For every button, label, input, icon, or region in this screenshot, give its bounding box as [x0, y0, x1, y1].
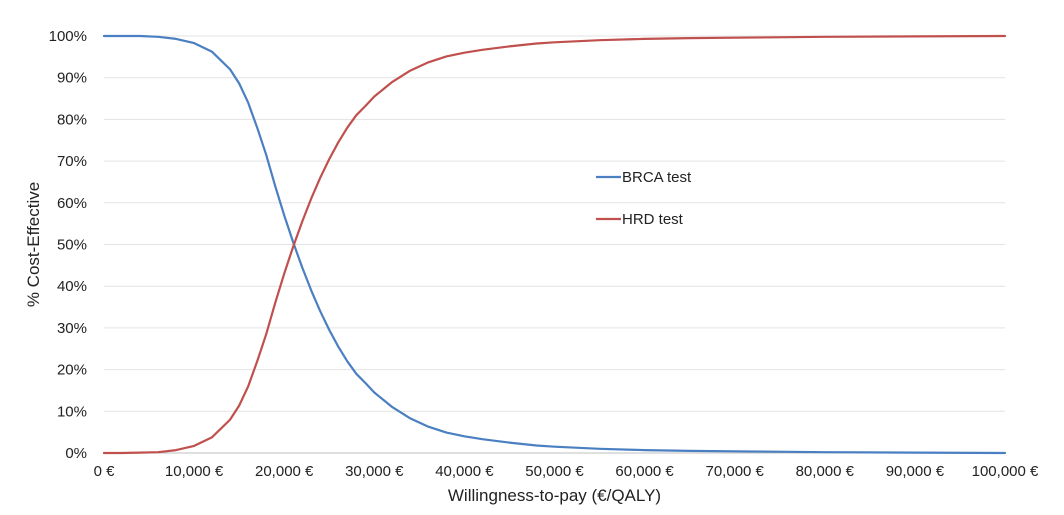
y-tick-label: 70% — [57, 153, 87, 170]
x-tick-label: 90,000 € — [886, 463, 945, 480]
y-tick-label: 50% — [57, 237, 87, 254]
y-tick-label: 0% — [65, 445, 87, 462]
x-tick-label: 50,000 € — [525, 463, 584, 480]
legend-label-hrd: HRD test — [622, 211, 684, 228]
y-axis-title: % Cost-Effective — [24, 182, 43, 307]
x-tick-label: 10,000 € — [165, 463, 224, 480]
series-line-brca — [102, 34, 1007, 455]
x-tick-label: 30,000 € — [345, 463, 404, 480]
series-lines — [102, 34, 1007, 455]
y-axis-tick-labels: 0% 10% 20% 30% 40% 50% 60% 70% 80% 90% 100% — [49, 28, 87, 462]
y-tick-label: 80% — [57, 111, 87, 128]
x-tick-label: 100,000 € — [972, 463, 1039, 480]
x-axis-tick-labels: 0 € 10,000 € 20,000 € 30,000 € 40,000 € 50,00… — [94, 463, 1039, 480]
x-tick-label: 20,000 € — [255, 463, 314, 480]
y-tick-label: 20% — [57, 362, 87, 379]
series-line-hrd — [102, 34, 1007, 455]
x-tick-label: 80,000 € — [796, 463, 855, 480]
y-tick-label: 40% — [57, 278, 87, 295]
legend-label-brca: BRCA test — [622, 169, 692, 186]
y-tick-label: 100% — [49, 28, 87, 45]
x-tick-label: 40,000 € — [435, 463, 494, 480]
y-tick-label: 10% — [57, 403, 87, 420]
grid-lines — [104, 35, 1005, 454]
y-tick-label: 90% — [57, 70, 87, 87]
x-tick-label: 0 € — [94, 463, 116, 480]
legend: BRCA test HRD test — [596, 169, 692, 228]
y-tick-label: 30% — [57, 320, 87, 337]
y-tick-label: 60% — [57, 195, 87, 212]
x-tick-label: 70,000 € — [706, 463, 765, 480]
x-tick-label: 60,000 € — [615, 463, 674, 480]
x-axis-title: Willingness-to-pay (€/QALY) — [448, 486, 661, 505]
